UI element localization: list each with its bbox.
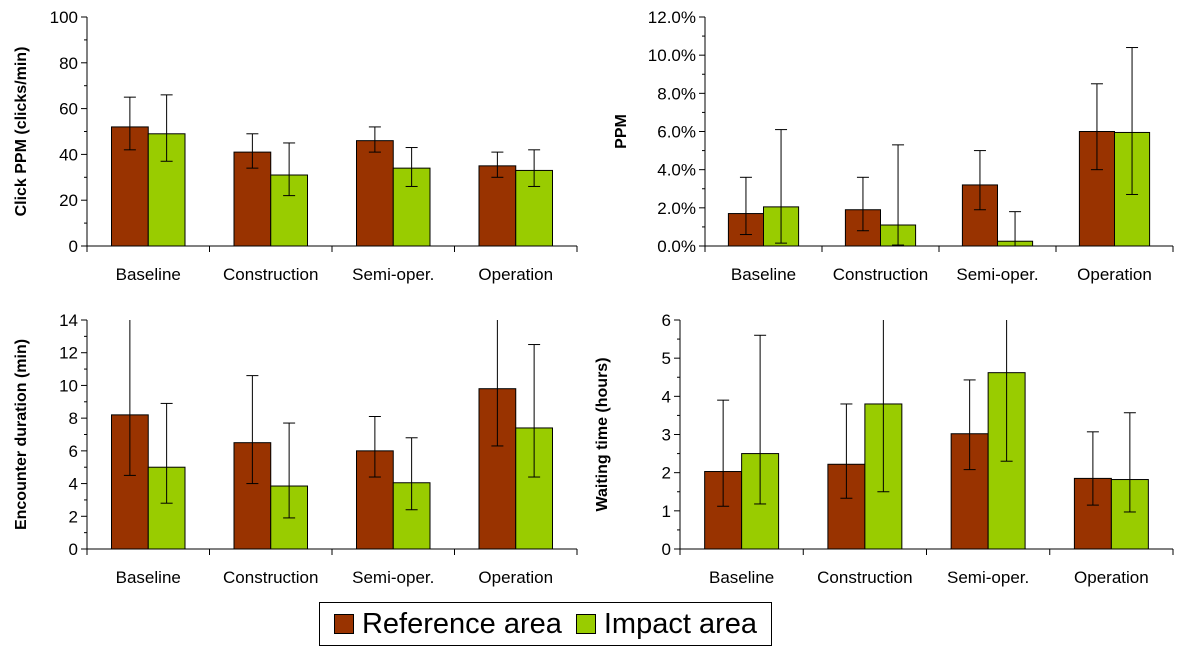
y-tick-label: 10	[59, 376, 78, 395]
y-tick-label: 8	[69, 409, 78, 428]
y-tick-label: 80	[59, 54, 78, 73]
chart-4: 0 1 2 3 4 5 6 Waiting time (hours) Baseline Const…	[594, 311, 1174, 587]
x-tick-label: Operation	[1077, 265, 1152, 284]
x-tick-label: Construction	[817, 568, 912, 587]
y-tick-label: 12	[59, 344, 78, 363]
y-tick-label: 60	[59, 100, 78, 119]
y-tick-label: 20	[59, 191, 78, 210]
y-tick-label: 1	[662, 502, 671, 521]
y-tick-label: 5	[662, 349, 671, 368]
x-tick-label: Baseline	[116, 265, 181, 284]
x-tick-label: Operation	[1074, 568, 1149, 587]
x-tick-label: Semi-oper.	[956, 265, 1038, 284]
legend-item-reference: Reference area	[333, 607, 562, 641]
x-tick-label: Semi-oper.	[352, 265, 434, 284]
legend-swatch-reference	[333, 614, 354, 634]
legend-swatch-impact	[575, 614, 596, 634]
x-tick-label: Operation	[478, 265, 553, 284]
y-tick-label: 4	[69, 475, 78, 494]
y-tick-label: 6.0%	[657, 123, 696, 142]
x-tick-label: Construction	[223, 568, 318, 587]
legend-label-impact: Impact area	[603, 607, 758, 640]
y-tick-label: 0	[662, 540, 671, 559]
chart-3: 0 2 4 6 8 10 12 14 Encounter duration (min) Basel…	[13, 311, 578, 587]
y-tick-label: 2	[662, 464, 671, 483]
x-tick-label: Baseline	[731, 265, 796, 284]
x-tick-label: Semi-oper.	[352, 568, 434, 587]
y-tick-label: 14	[59, 311, 78, 330]
x-tick-label: Operation	[478, 568, 553, 587]
y-tick-label: 2	[69, 507, 78, 526]
y-tick-label: 0	[69, 237, 78, 256]
chart-1: 0 20 40 60 80 100 Click PPM (clicks/min) Baseli…	[13, 8, 578, 284]
y-tick-label: 12.0%	[648, 8, 696, 27]
x-tick-label: Construction	[223, 265, 318, 284]
y-axis-label: PPM	[613, 114, 630, 149]
x-tick-label: Baseline	[709, 568, 774, 587]
y-tick-label: 10.0%	[648, 46, 696, 65]
y-tick-label: 0	[69, 540, 78, 559]
y-tick-label: 6	[662, 311, 671, 330]
y-tick-label: 4.0%	[657, 161, 696, 180]
bar-ref-3	[356, 140, 394, 247]
y-tick-label: 3	[662, 426, 671, 445]
y-axis-label: Waiting time (hours)	[594, 357, 611, 511]
legend-label-reference: Reference area	[361, 607, 562, 640]
x-tick-label: Semi-oper.	[947, 568, 1029, 587]
y-tick-label: 100	[50, 8, 78, 27]
chart-2: 0.0% 2.0% 4.0% 6.0% 8.0% 10.0% 12.0% PPM Baselin…	[613, 8, 1174, 284]
y-axis-label: Encounter duration (min)	[13, 339, 30, 530]
y-tick-label: 2.0%	[657, 199, 696, 218]
y-tick-label: 0.0%	[657, 237, 696, 256]
y-tick-label: 6	[69, 442, 78, 461]
y-tick-label: 4	[662, 387, 671, 406]
x-tick-label: Baseline	[116, 568, 181, 587]
y-axis-label: Click PPM (clicks/min)	[13, 47, 30, 217]
y-tick-label: 40	[59, 145, 78, 164]
legend: Reference area Impact area	[319, 602, 772, 646]
x-tick-label: Construction	[833, 265, 928, 284]
y-tick-label: 8.0%	[657, 84, 696, 103]
legend-item-impact: Impact area	[575, 607, 758, 641]
bar-ref-4	[478, 165, 517, 247]
